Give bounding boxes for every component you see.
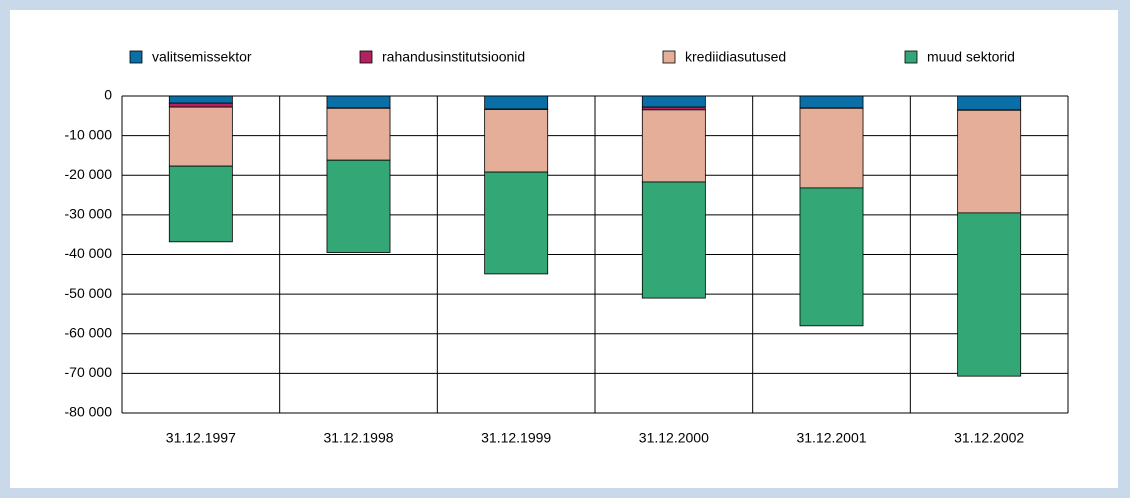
bar-segment [326,107,391,161]
bar-segment [484,109,549,173]
bar-segment [641,109,706,183]
bar-segment [641,106,706,111]
legend-swatch [129,50,143,64]
bar-segment [484,95,549,110]
bar-segment [168,106,233,167]
bar-segment [168,95,233,104]
bar-segment [957,109,1022,214]
y-tick-label: -20 000 [65,166,113,182]
chart-panel [10,10,1118,488]
bar-segment [957,212,1022,377]
bar-segment [957,95,1022,111]
bar-segment [484,171,549,275]
legend-swatch [904,50,918,64]
y-tick-label: -40 000 [65,245,113,261]
x-tick-label: 31.12.2002 [954,430,1024,446]
bar-segment [326,159,391,253]
y-tick-label: -10 000 [65,126,113,142]
x-tick-label: 31.12.1999 [481,430,551,446]
bar-segment [641,95,706,108]
x-tick-label: 31.12.2001 [796,430,866,446]
y-tick-label: -60 000 [65,324,113,340]
legend-swatch [359,50,373,64]
bar-segment [326,95,391,109]
legend-swatch [662,50,676,64]
bar-segment [641,181,706,299]
legend-label: krediidiasutused [685,49,786,65]
bar-segment [799,107,864,189]
bar-segment [799,95,864,109]
y-tick-label: -80 000 [65,404,113,420]
y-tick-label: -70 000 [65,364,113,380]
y-tick-label: 0 [104,87,112,103]
bar-segment [168,165,233,243]
x-tick-label: 31.12.1997 [166,430,236,446]
legend-label: muud sektorid [927,49,1015,65]
y-tick-label: -30 000 [65,206,113,222]
legend-label: valitsemissektor [152,49,252,65]
x-tick-label: 31.12.2000 [639,430,709,446]
y-tick-label: -50 000 [65,285,113,301]
x-tick-label: 31.12.1998 [323,430,393,446]
legend-label: rahandusinstitutsioonid [382,49,525,65]
bar-segment [799,187,864,327]
bar-segment [168,102,233,108]
